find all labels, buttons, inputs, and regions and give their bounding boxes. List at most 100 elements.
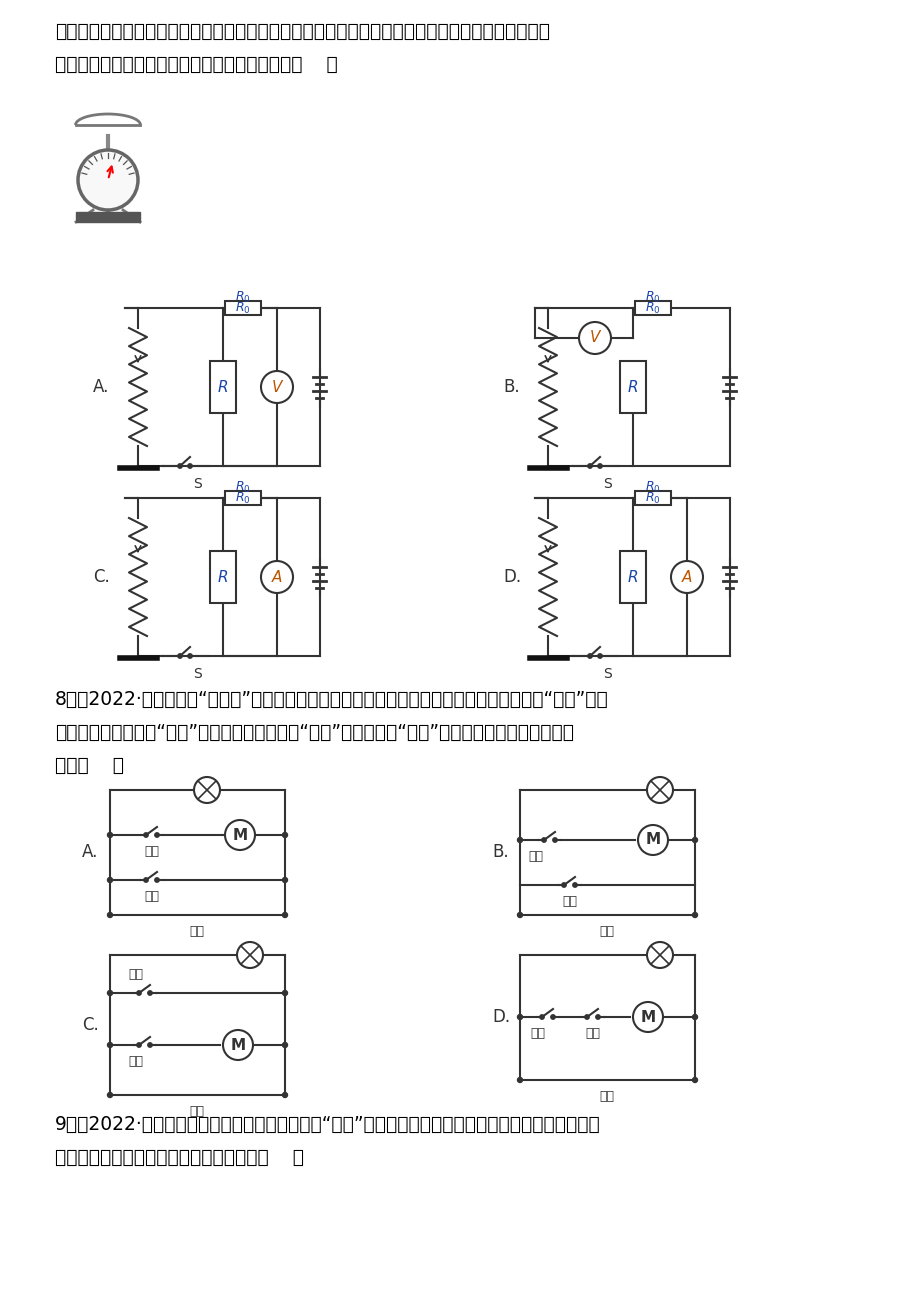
- Text: S: S: [193, 667, 202, 681]
- Circle shape: [587, 654, 592, 659]
- Text: $R_0$: $R_0$: [235, 479, 251, 495]
- Circle shape: [646, 943, 673, 967]
- Text: 的是（    ）: 的是（ ）: [55, 756, 124, 775]
- Text: 感应: 感应: [530, 1027, 545, 1040]
- Text: 反映所测物体质量大小，设计的电路最合理的是（    ）: 反映所测物体质量大小，设计的电路最合理的是（ ）: [55, 55, 337, 74]
- Bar: [225, 301, 261, 315]
- Text: R: R: [627, 569, 638, 585]
- Circle shape: [154, 833, 159, 837]
- Circle shape: [541, 837, 546, 842]
- Circle shape: [282, 1043, 287, 1048]
- Circle shape: [637, 825, 667, 855]
- Circle shape: [108, 1043, 112, 1048]
- Circle shape: [692, 1078, 697, 1082]
- Circle shape: [187, 464, 192, 469]
- Bar: [210, 551, 236, 603]
- Circle shape: [646, 777, 673, 803]
- Circle shape: [143, 833, 148, 837]
- Bar: [210, 361, 236, 413]
- Text: B.: B.: [492, 842, 508, 861]
- Circle shape: [282, 878, 287, 883]
- Circle shape: [550, 1014, 554, 1019]
- Text: 电源: 电源: [599, 1090, 614, 1103]
- Circle shape: [578, 322, 610, 354]
- Circle shape: [148, 991, 152, 995]
- Circle shape: [516, 913, 522, 918]
- Text: V: V: [271, 379, 282, 395]
- Text: C.: C.: [82, 1016, 98, 1034]
- Text: C.: C.: [93, 568, 109, 586]
- Text: A: A: [271, 569, 282, 585]
- Bar: [76, 212, 140, 223]
- Text: 投币: 投币: [129, 967, 143, 980]
- Bar: [634, 491, 670, 505]
- Text: M: M: [230, 1038, 245, 1052]
- Circle shape: [516, 1078, 522, 1082]
- Text: S: S: [603, 477, 612, 491]
- Text: A.: A.: [82, 842, 98, 861]
- Text: 电源: 电源: [189, 1105, 204, 1118]
- Circle shape: [552, 837, 557, 842]
- Circle shape: [597, 654, 602, 659]
- Circle shape: [282, 832, 287, 837]
- Circle shape: [282, 913, 287, 918]
- Circle shape: [282, 991, 287, 996]
- Circle shape: [632, 1003, 663, 1032]
- Text: $R_0$: $R_0$: [235, 491, 251, 505]
- Circle shape: [596, 1014, 599, 1019]
- Text: 投币: 投币: [584, 1027, 600, 1040]
- Text: D.: D.: [492, 1008, 509, 1026]
- Text: A: A: [681, 569, 691, 585]
- Text: S: S: [193, 477, 202, 491]
- Text: M: M: [645, 832, 660, 848]
- Text: $R_0$: $R_0$: [235, 301, 251, 315]
- Text: $R_0$: $R_0$: [644, 289, 660, 305]
- Circle shape: [282, 1092, 287, 1098]
- Text: B.: B.: [503, 378, 519, 396]
- Text: 电源: 电源: [189, 924, 204, 937]
- Circle shape: [584, 1014, 588, 1019]
- Circle shape: [237, 943, 263, 967]
- Circle shape: [562, 883, 565, 887]
- Text: 投币: 投币: [562, 894, 577, 907]
- Text: A.: A.: [93, 378, 109, 396]
- Text: M: M: [233, 828, 247, 842]
- Circle shape: [143, 878, 148, 883]
- Circle shape: [78, 150, 138, 210]
- Circle shape: [177, 654, 182, 659]
- Text: 电源: 电源: [599, 924, 614, 937]
- Circle shape: [148, 1043, 152, 1047]
- Circle shape: [108, 1092, 112, 1098]
- Circle shape: [539, 1014, 544, 1019]
- Circle shape: [222, 1030, 253, 1060]
- Text: 感应: 感应: [528, 850, 543, 863]
- Text: 9．（2022·舟山）导线中自由电子定向移动需要“动力”的推动，图中用高度差形象地表示了由电池提供: 9．（2022·舟山）导线中自由电子定向移动需要“动力”的推动，图中用高度差形象…: [55, 1115, 600, 1134]
- Circle shape: [194, 777, 220, 803]
- Text: D.: D.: [503, 568, 520, 586]
- Text: $R_0$: $R_0$: [644, 479, 660, 495]
- Text: R: R: [218, 569, 228, 585]
- Text: $R_0$: $R_0$: [235, 289, 251, 305]
- Text: 指针偏转角度与所测物体质量成正比。根据台秤示数变化规律，小敏想选用电流表或电压表的示数来: 指针偏转角度与所测物体质量成正比。根据台秤示数变化规律，小敏想选用电流表或电压表…: [55, 22, 550, 40]
- Text: 8．（2022·金华）某款“抓娃娃”机通过投币接通电源后，娃娃机内彩灯发光，接着用手接触“感应”开关: 8．（2022·金华）某款“抓娃娃”机通过投币接通电源后，娃娃机内彩灯发光，接着…: [55, 690, 608, 710]
- Text: 感应: 感应: [144, 891, 159, 904]
- Circle shape: [108, 832, 112, 837]
- Circle shape: [692, 837, 697, 842]
- Circle shape: [587, 464, 592, 469]
- Circle shape: [516, 837, 522, 842]
- Circle shape: [692, 913, 697, 918]
- Circle shape: [261, 371, 292, 404]
- Text: 接通电动机才能抓取“娃娃”，不投币只用手接触“感应”开关无法抓“娃娃”。下列简化电路中符合要求: 接通电动机才能抓取“娃娃”，不投币只用手接触“感应”开关无法抓“娃娃”。下列简化…: [55, 723, 573, 742]
- Text: 投币: 投币: [144, 845, 159, 858]
- Circle shape: [670, 561, 702, 592]
- Text: $R_0$: $R_0$: [644, 491, 660, 505]
- Text: 的这种推动作用，那么高度差表示的量是（    ）: 的这种推动作用，那么高度差表示的量是（ ）: [55, 1148, 303, 1167]
- Text: R: R: [218, 379, 228, 395]
- Circle shape: [597, 464, 602, 469]
- Circle shape: [108, 878, 112, 883]
- Text: M: M: [640, 1009, 655, 1025]
- Circle shape: [187, 654, 192, 659]
- Circle shape: [154, 878, 159, 883]
- Text: R: R: [627, 379, 638, 395]
- Text: S: S: [603, 667, 612, 681]
